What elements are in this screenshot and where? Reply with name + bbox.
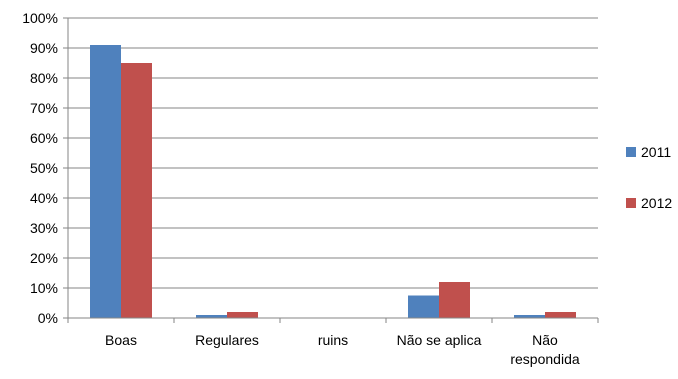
legend-label-2011: 2011 [641,144,671,160]
bar-2012 [121,63,152,318]
x-axis-ticks: Boas Regulares ruins Não se aplica Não respon… [67,318,599,367]
x-tick-label: Não [532,332,558,348]
bars [90,45,576,318]
y-tick-label: 20% [30,250,58,266]
y-tick-label: 50% [30,160,58,176]
legend-label-2012: 2012 [641,195,672,211]
y-tick-label: 60% [30,130,58,146]
legend: 2011 2012 [626,144,672,211]
x-tick-label: Regulares [195,332,259,348]
y-tick-label: 0% [38,310,58,326]
y-tick-label: 80% [30,70,58,86]
y-tick-label: 40% [30,190,58,206]
bar-2012 [227,312,258,318]
y-tick-label: 70% [30,100,58,116]
x-tick-label: respondida [510,351,579,367]
x-tick-label: Não se aplica [397,332,482,348]
gridlines [68,17,598,289]
y-tick-label: 30% [30,220,58,236]
bar-2012 [545,312,576,318]
legend-swatch-2012 [626,198,636,208]
y-tick-label: 10% [30,280,58,296]
y-axis-ticks: 0% 10% 20% 30% 40% 50% 60% 70% 80% 90% 100% [22,10,68,326]
bar-2011 [408,295,439,318]
bar-2011 [196,315,227,318]
bar-2011 [90,45,121,318]
x-tick-label: ruins [318,332,348,348]
bar-2012 [439,282,470,318]
x-tick-label: Boas [105,332,137,348]
y-tick-label: 100% [22,10,58,26]
bar-2011 [514,315,545,318]
legend-swatch-2011 [626,147,636,157]
y-tick-label: 90% [30,40,58,56]
